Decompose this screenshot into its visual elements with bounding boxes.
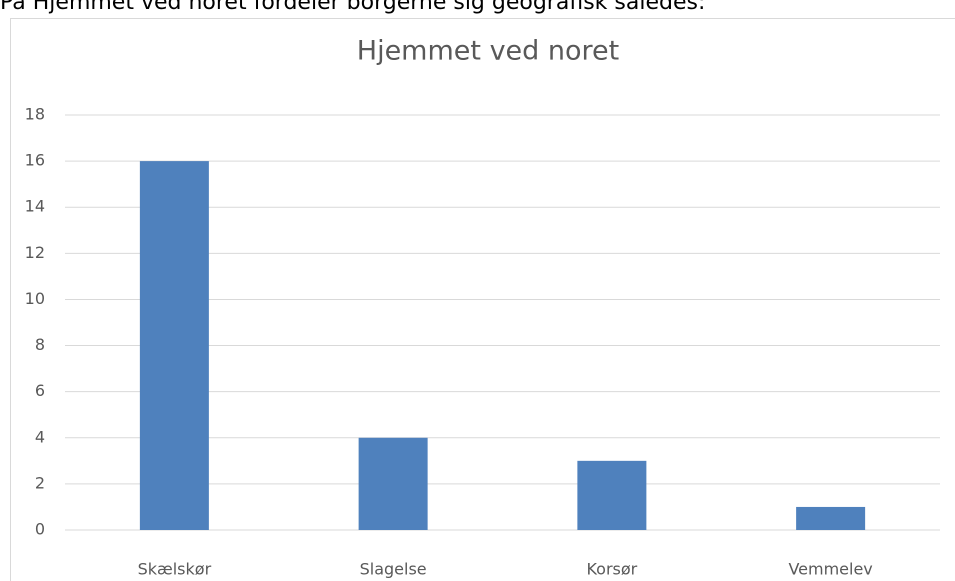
y-tick-label: 12 <box>25 243 45 262</box>
x-tick-label: Korsør <box>586 560 637 579</box>
x-tick-label: Slagelse <box>360 560 427 579</box>
y-tick-label: 4 <box>35 427 45 446</box>
bar <box>358 437 428 530</box>
y-tick-label: 10 <box>25 289 45 308</box>
bar <box>139 161 209 530</box>
x-tick-label: Skælskør <box>138 560 212 579</box>
y-tick-label: 6 <box>35 381 45 400</box>
intro-text: På Hjemmet ved noret fordeler borgerne s… <box>0 0 705 15</box>
y-tick-label: 14 <box>25 197 45 216</box>
y-tick-label: 2 <box>35 473 45 492</box>
x-tick-label: Vemmelev <box>788 560 872 579</box>
y-tick-label: 16 <box>25 151 45 170</box>
y-tick-label: 0 <box>35 520 45 539</box>
y-tick-label: 8 <box>35 335 45 354</box>
bar <box>577 460 647 530</box>
y-tick-label: 18 <box>25 105 45 124</box>
chart-title: Hjemmet ved noret <box>357 36 619 67</box>
bar <box>796 506 866 530</box>
